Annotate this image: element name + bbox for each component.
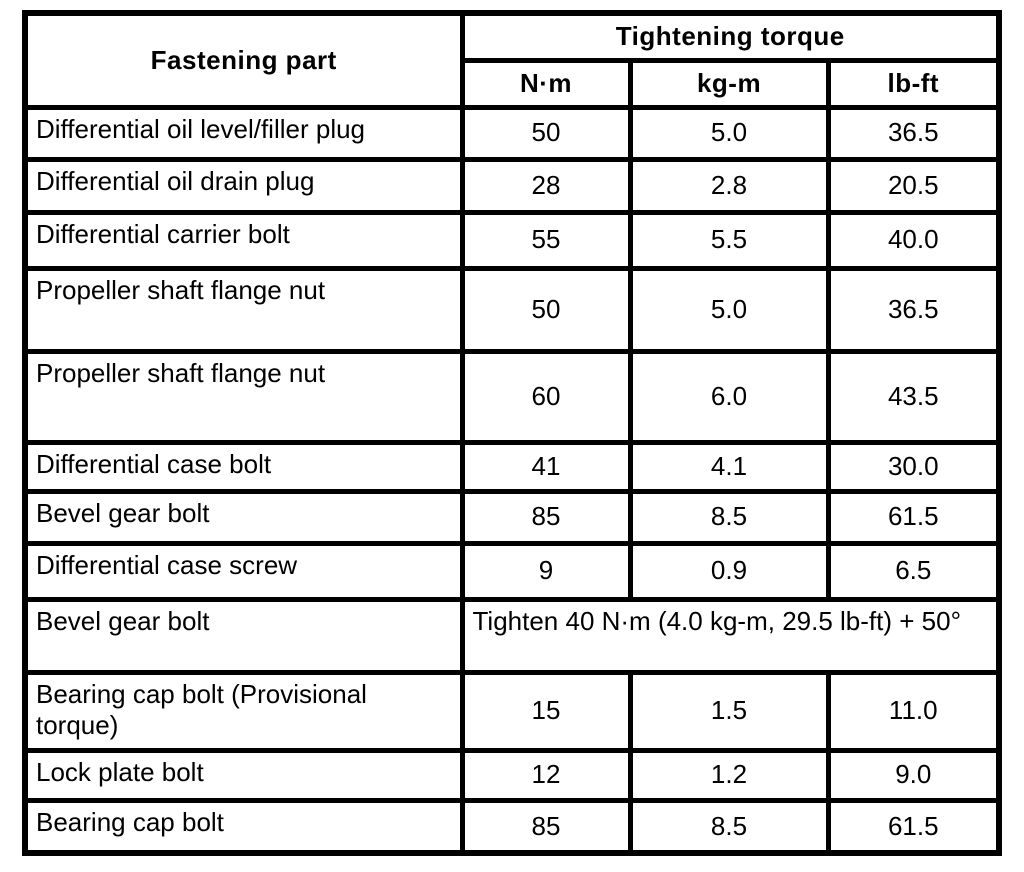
part-cell: Bearing cap bolt (Provisional torque) <box>22 669 465 753</box>
kgm-cell: 2.8 <box>627 156 831 215</box>
part-cell: Propeller shaft flange nut <box>22 265 465 354</box>
torque-note-cell: Tighten 40 N·m (4.0 kg-m, 29.5 lb-ft) + … <box>459 596 1002 675</box>
kgm-cell: 5.0 <box>627 265 831 354</box>
lbft-cell: 6.5 <box>825 540 1002 602</box>
header-unit-lbft: lb-ft <box>825 57 1002 110</box>
table-row: Differential oil level/filler plug 50 5.… <box>22 104 1002 162</box>
kgm-cell: 8.5 <box>627 488 831 546</box>
table-row: Bevel gear bolt Tighten 40 N·m (4.0 kg-m… <box>22 596 1002 675</box>
kgm-cell: 1.5 <box>627 669 831 753</box>
header-tightening-torque: Tightening torque <box>459 10 1002 63</box>
header-fastening-part: Fastening part <box>22 10 465 110</box>
table-row: Bearing cap bolt (Provisional torque) 15… <box>22 669 1002 753</box>
lbft-cell: 36.5 <box>825 265 1002 354</box>
header-unit-nm: N·m <box>459 57 633 110</box>
nm-cell: 9 <box>459 540 633 602</box>
part-cell: Differential case bolt <box>22 439 465 494</box>
lbft-cell: 61.5 <box>825 488 1002 546</box>
nm-cell: 85 <box>459 797 633 856</box>
nm-cell: 50 <box>459 104 633 162</box>
header-row-1: Fastening part Tightening torque <box>22 10 1002 110</box>
nm-cell: 12 <box>459 747 633 803</box>
lbft-cell: 11.0 <box>825 669 1002 753</box>
part-cell: Lock plate bolt <box>22 747 465 803</box>
header-row-2: N·m kg-m lb-ft <box>25 57 1002 110</box>
kgm-cell: 8.5 <box>627 797 831 856</box>
lbft-cell: 36.5 <box>825 104 1002 162</box>
nm-cell: 55 <box>459 209 633 271</box>
nm-cell: 28 <box>459 156 633 215</box>
table-row: Propeller shaft flange nut 50 5.0 36.5 <box>22 265 1002 354</box>
table-row: Bevel gear bolt 85 8.5 61.5 <box>22 488 1002 546</box>
nm-cell: 85 <box>459 488 633 546</box>
nm-cell: 60 <box>459 348 633 445</box>
kgm-cell: 0.9 <box>627 540 831 602</box>
table-row: Lock plate bolt 12 1.2 9.0 <box>22 747 1002 803</box>
table-row: Propeller shaft flange nut 60 6.0 43.5 <box>22 348 1002 445</box>
part-cell: Differential case screw <box>22 540 465 602</box>
kgm-cell: 5.0 <box>627 104 831 162</box>
table-row: Differential oil drain plug 28 2.8 20.5 <box>22 156 1002 215</box>
header-unit-kgm: kg-m <box>627 57 831 110</box>
lbft-cell: 30.0 <box>825 439 1002 494</box>
table-row: Differential carrier bolt 55 5.5 40.0 <box>22 209 1002 271</box>
lbft-cell: 40.0 <box>825 209 1002 271</box>
kgm-cell: 1.2 <box>627 747 831 803</box>
part-cell: Propeller shaft flange nut <box>22 348 465 445</box>
table-row: Differential case bolt 41 4.1 30.0 <box>22 439 1002 494</box>
part-cell: Bevel gear bolt <box>22 596 465 675</box>
part-cell: Differential oil level/filler plug <box>22 104 465 162</box>
kgm-cell: 5.5 <box>627 209 831 271</box>
lbft-cell: 61.5 <box>825 797 1002 856</box>
part-cell: Differential oil drain plug <box>22 156 465 215</box>
table-row: Differential case screw 9 0.9 6.5 <box>22 540 1002 602</box>
lbft-cell: 20.5 <box>825 156 1002 215</box>
lbft-cell: 9.0 <box>825 747 1002 803</box>
tightening-torque-table: Fastening part Tightening torque N·m kg-… <box>22 10 1003 856</box>
part-cell: Bearing cap bolt <box>22 797 465 856</box>
lbft-cell: 43.5 <box>825 348 1002 445</box>
kgm-cell: 4.1 <box>627 439 831 494</box>
nm-cell: 41 <box>459 439 633 494</box>
part-cell: Differential carrier bolt <box>22 209 465 271</box>
part-cell: Bevel gear bolt <box>22 488 465 546</box>
table-row: Bearing cap bolt 85 8.5 61.5 <box>22 797 1002 856</box>
nm-cell: 50 <box>459 265 633 354</box>
nm-cell: 15 <box>459 669 633 753</box>
kgm-cell: 6.0 <box>627 348 831 445</box>
